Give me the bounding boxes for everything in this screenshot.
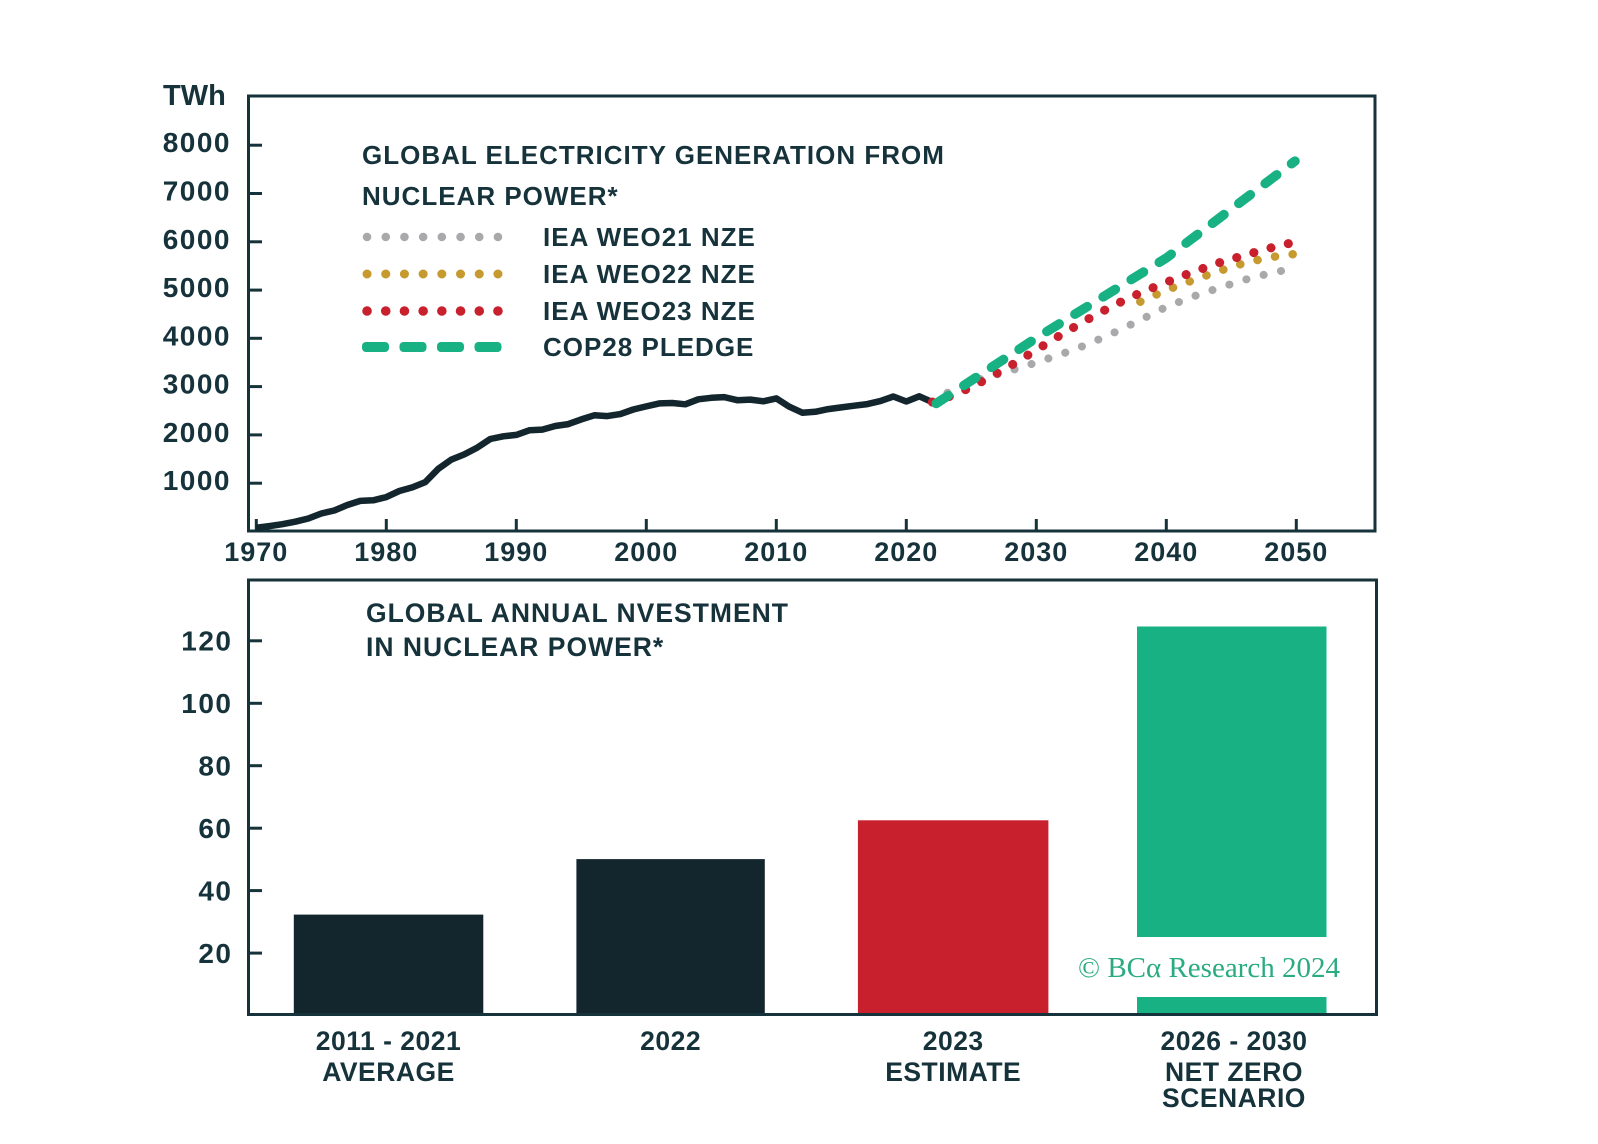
svg-text:2000: 2000 [163, 417, 231, 448]
svg-text:NUCLEAR POWER*: NUCLEAR POWER* [362, 181, 619, 211]
svg-text:2030: 2030 [1004, 537, 1068, 567]
svg-text:2026 - 2030: 2026 - 2030 [1161, 1026, 1308, 1056]
svg-text:IEA WEO21 NZE: IEA WEO21 NZE [543, 222, 756, 252]
svg-text:120: 120 [181, 626, 232, 657]
svg-text:4000: 4000 [163, 320, 231, 351]
svg-text:ESTIMATE: ESTIMATE [885, 1057, 1021, 1087]
svg-text:NET ZERO: NET ZERO [1165, 1057, 1303, 1087]
svg-text:2040: 2040 [1134, 537, 1198, 567]
svg-text:40: 40 [198, 875, 232, 906]
svg-text:2010: 2010 [744, 537, 808, 567]
svg-text:GLOBAL ELECTRICITY GENERATION: GLOBAL ELECTRICITY GENERATION FROM [362, 140, 945, 170]
svg-text:2020: 2020 [874, 537, 938, 567]
svg-text:SCENARIO: SCENARIO [1162, 1083, 1306, 1113]
svg-text:2011 - 2021: 2011 - 2021 [316, 1026, 462, 1056]
svg-text:1970: 1970 [224, 537, 288, 567]
svg-text:1000: 1000 [163, 465, 231, 496]
svg-text:AVERAGE: AVERAGE [322, 1057, 455, 1087]
svg-text:IN NUCLEAR POWER*: IN NUCLEAR POWER* [366, 632, 664, 662]
svg-text:TWh: TWh [163, 80, 226, 112]
svg-text:80: 80 [198, 751, 232, 782]
svg-text:2050: 2050 [1264, 537, 1328, 567]
svg-text:8000: 8000 [163, 127, 231, 158]
svg-text:© BCα Research 2024: © BCα Research 2024 [1078, 952, 1340, 984]
svg-text:2000: 2000 [614, 537, 678, 567]
svg-text:100: 100 [181, 688, 232, 719]
svg-text:GLOBAL ANNUAL NVESTMENT: GLOBAL ANNUAL NVESTMENT [366, 598, 789, 628]
svg-text:7000: 7000 [163, 176, 231, 207]
svg-text:1980: 1980 [354, 537, 418, 567]
svg-text:5000: 5000 [163, 272, 231, 303]
svg-text:2022: 2022 [640, 1026, 701, 1056]
svg-text:IEA WEO22 NZE: IEA WEO22 NZE [543, 259, 756, 289]
svg-text:20: 20 [198, 938, 232, 969]
svg-text:6000: 6000 [163, 224, 231, 255]
svg-text:1990: 1990 [484, 537, 548, 567]
svg-text:IEA WEO23 NZE: IEA WEO23 NZE [543, 296, 756, 326]
svg-text:60: 60 [198, 813, 232, 844]
svg-text:3000: 3000 [163, 369, 231, 400]
svg-text:COP28 PLEDGE: COP28 PLEDGE [543, 332, 754, 362]
svg-text:2023: 2023 [923, 1026, 984, 1056]
